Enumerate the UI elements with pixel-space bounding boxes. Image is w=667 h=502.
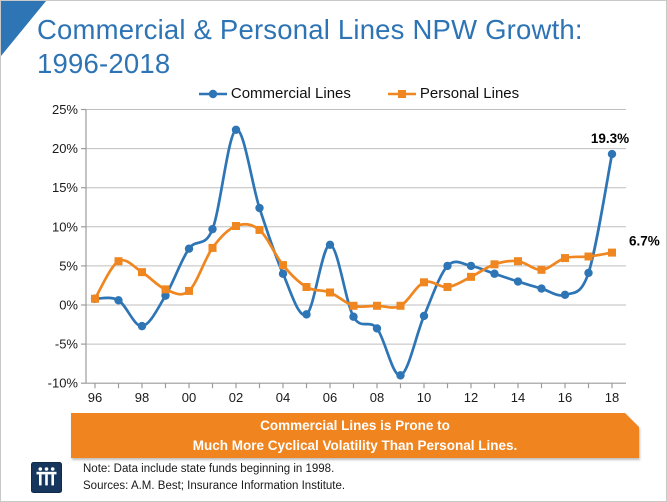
data-point-commercial — [537, 284, 546, 293]
series-line-commercial — [93, 128, 614, 377]
data-point-personal — [561, 254, 569, 263]
callout-line-2: Much More Cyclical Volatility Than Perso… — [192, 437, 518, 453]
x-tick-label: 98 — [135, 390, 149, 405]
y-tick-label: -5% — [55, 337, 79, 352]
data-point-commercial — [419, 311, 429, 321]
data-point-personal — [349, 301, 358, 310]
legend-item-commercial: Commercial Lines — [198, 85, 351, 102]
data-point-commercial — [161, 291, 170, 300]
y-tick-label: 20% — [52, 141, 78, 156]
data-point-personal — [396, 301, 405, 310]
x-tick-label: 08 — [370, 390, 384, 405]
data-point-commercial — [114, 296, 123, 305]
footnote: Note: Data include state funds beginning… — [83, 461, 345, 496]
data-point-personal — [443, 283, 452, 292]
data-point-personal — [279, 261, 287, 270]
data-point-personal — [608, 248, 616, 257]
chart-legend: Commercial Lines Personal Lines — [86, 85, 631, 102]
data-point-personal — [232, 222, 240, 231]
x-tick-label: 10 — [417, 390, 431, 405]
y-tick-label: 0% — [59, 298, 78, 313]
data-point-personal — [138, 268, 146, 277]
data-point-commercial — [349, 312, 358, 321]
data-point-commercial — [231, 125, 241, 135]
x-tick-label: 14 — [511, 390, 525, 405]
x-tick-label: 96 — [88, 390, 102, 405]
data-point-commercial — [302, 310, 311, 319]
callout-banner-body: Commercial Lines is Prone to Much More C… — [71, 413, 639, 458]
personal-line-marker-icon — [387, 89, 416, 98]
legend-label-commercial: Commercial Lines — [230, 85, 351, 102]
y-tick-label: -10% — [48, 376, 79, 391]
data-point-commercial — [278, 269, 288, 278]
data-point-personal — [185, 286, 193, 295]
data-point-commercial — [513, 277, 523, 286]
y-tick-label: 5% — [59, 258, 78, 273]
legend-label-personal: Personal Lines — [419, 85, 520, 102]
data-point-personal — [208, 243, 217, 252]
commercial-line-marker-icon — [198, 89, 227, 98]
data-label-commercial-2018: 19.3% — [591, 131, 629, 146]
data-point-personal — [373, 301, 381, 310]
footnote-sources-line: Sources: A.M. Best; Insurance Informatio… — [83, 480, 346, 493]
data-point-commercial — [208, 224, 217, 234]
footnote-note-line: Note: Data include state funds beginning… — [83, 463, 335, 475]
data-point-commercial — [466, 261, 476, 271]
data-point-personal — [537, 265, 546, 274]
x-tick-label: 04 — [276, 390, 290, 405]
data-point-commercial — [607, 149, 617, 159]
x-tick-label: 00 — [182, 390, 196, 405]
data-label-personal-2018: 6.7% — [629, 234, 660, 249]
y-tick-label: 25% — [52, 102, 78, 117]
data-point-commercial — [137, 321, 147, 331]
x-tick-label: 12 — [464, 390, 478, 405]
page-title: Commercial & Personal Lines NPW Growth: … — [37, 14, 583, 79]
data-point-personal — [584, 252, 593, 261]
data-point-commercial — [255, 203, 264, 213]
data-point-personal — [255, 225, 264, 234]
data-point-commercial — [325, 240, 335, 249]
data-point-personal — [161, 285, 170, 294]
data-point-personal — [114, 257, 123, 266]
data-point-personal — [514, 257, 522, 266]
data-point-commercial — [372, 324, 382, 333]
data-point-commercial — [560, 290, 570, 300]
y-tick-label: 15% — [52, 180, 78, 195]
data-point-personal — [490, 260, 499, 269]
data-point-commercial — [584, 268, 593, 278]
data-point-commercial — [184, 244, 194, 253]
y-tick-label: 10% — [52, 219, 78, 234]
callout-banner: Commercial Lines is Prone to Much More C… — [71, 413, 639, 458]
data-point-commercial — [396, 371, 405, 380]
data-point-personal — [326, 288, 334, 297]
data-point-commercial — [490, 269, 499, 278]
legend-item-personal: Personal Lines — [387, 85, 519, 102]
data-point-personal — [467, 272, 475, 281]
data-point-personal — [302, 283, 311, 292]
x-tick-label: 16 — [558, 390, 572, 405]
corner-accent-triangle — [1, 1, 46, 56]
x-tick-label: 06 — [323, 390, 337, 405]
callout-line-1: Commercial Lines is Prone to — [260, 417, 450, 433]
iii-logo — [31, 462, 62, 493]
x-tick-label: 18 — [605, 390, 619, 405]
data-point-personal — [91, 294, 99, 303]
data-point-personal — [420, 278, 428, 287]
data-point-commercial — [443, 261, 452, 271]
x-tick-label: 02 — [229, 390, 243, 405]
